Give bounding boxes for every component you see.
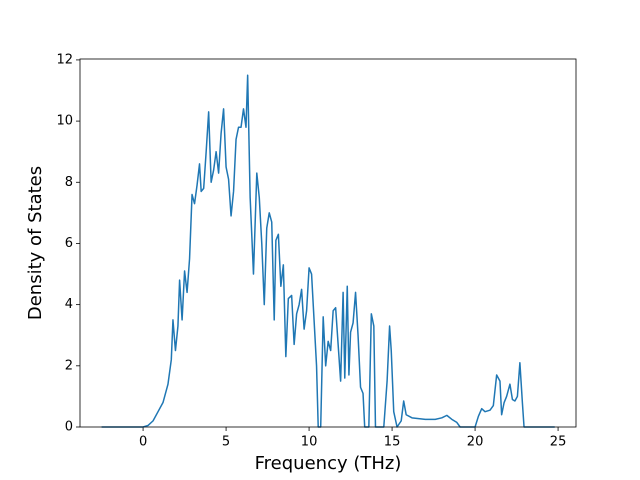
x-tick-label: 20 [467,435,484,450]
x-tick-label: 10 [301,435,318,450]
x-tick-label: 25 [550,435,567,450]
y-tick-label: 2 [65,358,73,373]
x-tick-label: 5 [222,435,230,450]
y-tick-label: 10 [56,114,73,129]
x-axis-label: Frequency (THz) [255,453,402,474]
y-tick-label: 6 [65,236,73,251]
y-tick-label: 0 [65,420,73,435]
x-tick-label: 0 [139,435,147,450]
y-tick-label: 4 [65,297,73,312]
y-axis-label: Density of States [25,166,46,320]
data-line [101,74,555,428]
y-tick-label: 8 [65,175,73,190]
x-tick-label: 15 [384,435,401,450]
plot-frame [79,58,577,428]
y-tick-label: 12 [56,52,73,67]
